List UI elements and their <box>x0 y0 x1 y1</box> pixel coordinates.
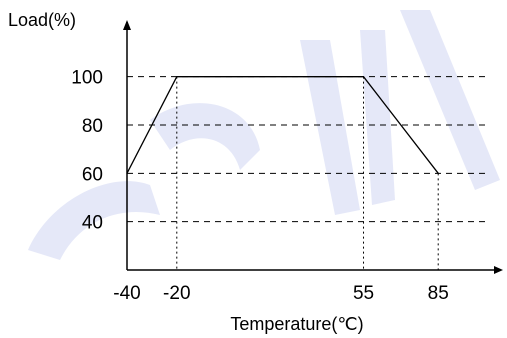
series-layer <box>126 76 439 174</box>
y-axis-label: Load(%) <box>8 10 76 30</box>
y-tick-label-100: 100 <box>71 68 103 89</box>
data-point-2 <box>362 76 365 78</box>
x-tick-label-85: 85 <box>428 283 449 304</box>
data-point-0 <box>126 172 128 174</box>
x-tick-label--20: -20 <box>163 283 190 304</box>
y-axis-arrow <box>123 20 131 30</box>
x-axis-label: Temperature(℃) <box>230 314 363 334</box>
x-axis-arrow <box>494 266 503 274</box>
x-tick-label--40: -40 <box>113 283 140 304</box>
y-tick-label-80: 80 <box>82 116 103 137</box>
axes-layer <box>123 20 503 274</box>
ticks-layer: 40 60 80 100 -40 -20 55 85 <box>71 68 448 304</box>
data-point-3 <box>437 172 439 174</box>
y-tick-label-40: 40 <box>82 213 103 234</box>
watermark <box>28 10 500 260</box>
x-tick-label-55: 55 <box>353 283 374 304</box>
y-tick-label-60: 60 <box>82 164 103 185</box>
data-point-1 <box>176 76 178 78</box>
series-line <box>126 76 439 174</box>
